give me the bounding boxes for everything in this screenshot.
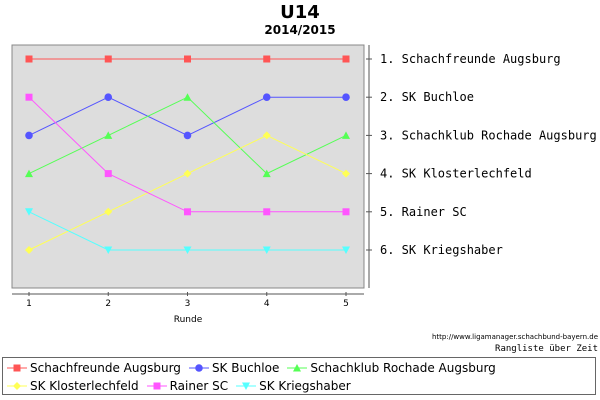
- data-point: [25, 208, 33, 216]
- data-point: [262, 246, 271, 254]
- data-point: [104, 55, 112, 63]
- chart-title: U14: [280, 2, 320, 23]
- legend-label: Rainer SC: [169, 379, 229, 393]
- legend-label: SK Buchloe: [211, 361, 280, 375]
- data-point: [342, 208, 350, 216]
- data-point: [104, 246, 113, 254]
- x-tick-label: 3: [185, 299, 191, 309]
- data-point: [342, 169, 350, 178]
- data-point: [263, 55, 271, 63]
- legend-marker-icon: [7, 364, 27, 372]
- legend-label: Schachklub Rochade Augsburg: [310, 361, 496, 375]
- legend-row: Schachfreunde Augsburg SK Buchloe Schachkl…: [7, 359, 504, 377]
- data-point: [184, 208, 191, 216]
- legend-label: SK Kriegshaber: [259, 379, 351, 393]
- data-point: [104, 170, 112, 178]
- legend-item: SK Klosterlechfeld: [7, 379, 139, 393]
- legend-item: Schachklub Rochade Augsburg: [287, 361, 496, 375]
- chart-subtitle: 2014/2015: [264, 23, 336, 37]
- chart-caption: Rangliste über Zeit: [495, 344, 598, 354]
- rank-label: 4. SK Klosterlechfeld: [380, 167, 532, 181]
- data-point: [25, 131, 33, 140]
- legend-row: SK Klosterlechfeld Rainer SC SK Kriegshabe…: [7, 377, 359, 395]
- legend-marker-icon: [236, 382, 257, 390]
- legend-item: Rainer SC: [146, 379, 229, 393]
- legend-marker-icon: [146, 382, 167, 390]
- rank-label: 2. SK Buchloe: [380, 90, 474, 104]
- data-point: [262, 169, 271, 178]
- data-point: [183, 246, 192, 254]
- data-point: [342, 246, 350, 254]
- data-point: [262, 93, 271, 101]
- legend-item: Schachfreunde Augsburg: [7, 361, 181, 375]
- x-axis-label: Runde: [174, 315, 203, 325]
- data-point: [262, 131, 271, 140]
- chart-area: 1 2 3 4 5 Runde 1. Schachfreunde Augsburg 2. SK…: [11, 44, 597, 325]
- x-tick-label: 5: [343, 299, 349, 309]
- data-point: [183, 169, 192, 178]
- rank-label: 3. Schachklub Rochade Augsburg: [380, 128, 597, 142]
- legend-marker-icon: [188, 364, 209, 372]
- x-tick-label: 2: [105, 299, 111, 309]
- data-point: [263, 208, 271, 216]
- legend-label: Schachfreunde Augsburg: [30, 361, 181, 375]
- legend-marker-icon: [7, 382, 27, 390]
- data-point: [342, 131, 350, 139]
- source-url[interactable]: http://www.ligamanager.schachbund-bayern…: [431, 333, 598, 341]
- rank-label: 1. Schachfreunde Augsburg: [380, 52, 561, 66]
- data-point: [183, 93, 192, 101]
- data-point: [342, 93, 350, 101]
- data-point: [183, 131, 192, 140]
- x-tick-label: 1: [26, 299, 32, 309]
- data-point: [342, 55, 350, 63]
- legend-marker-icon: [287, 364, 308, 372]
- rank-label: 6. SK Kriegshaber: [380, 243, 503, 257]
- data-point: [184, 55, 191, 63]
- legend-item: SK Buchloe: [188, 361, 280, 375]
- legend: Schachfreunde Augsburg SK Buchloe Schachkl…: [2, 357, 596, 395]
- data-point: [104, 93, 113, 101]
- data-point: [104, 207, 113, 216]
- data-point: [104, 131, 113, 139]
- legend-item: SK Kriegshaber: [236, 379, 351, 393]
- data-point: [25, 55, 33, 63]
- legend-label: SK Klosterlechfeld: [30, 379, 139, 393]
- x-tick-label: 4: [264, 299, 270, 309]
- rank-label: 5. Rainer SC: [380, 205, 467, 219]
- data-point: [25, 93, 33, 101]
- data-point: [25, 246, 33, 254]
- data-point: [25, 169, 33, 178]
